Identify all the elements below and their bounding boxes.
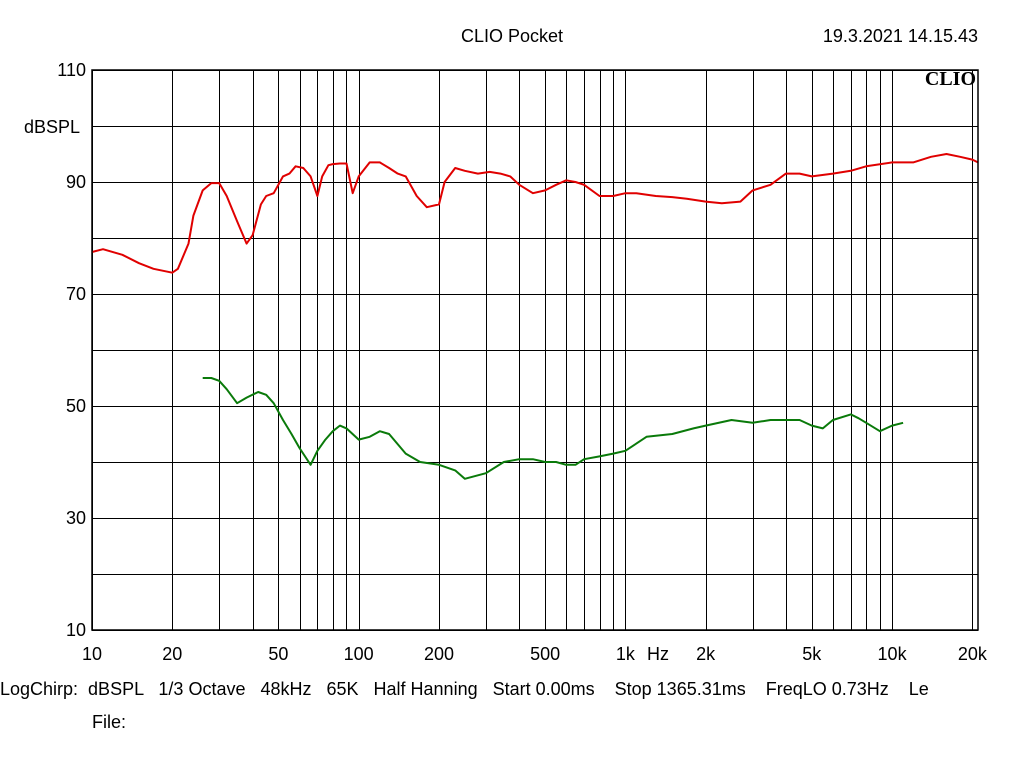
file-label: File: — [92, 712, 126, 732]
clio-logo: CLIO — [925, 68, 976, 90]
x-tick-labels: 10 20 50 100 200 500 1k 2k 5k 10k 20k — [82, 644, 988, 664]
y-tick-label: 50 — [66, 396, 86, 416]
timestamp: 19.3.2021 14.15.43 — [823, 26, 978, 46]
plot-frame — [91, 69, 979, 631]
y-tick-label: 90 — [66, 172, 86, 192]
y-tick-label: 30 — [66, 508, 86, 528]
y-tick-label: 70 — [66, 284, 86, 304]
x-tick-label: 10k — [878, 644, 908, 664]
x-tick-label: 100 — [344, 644, 374, 664]
y-tick-label: 10 — [66, 620, 86, 640]
x-tick-label: 20 — [162, 644, 182, 664]
x-tick-label: 50 — [268, 644, 288, 664]
y-tick-label: 110 — [57, 60, 86, 80]
series-line-2 — [202, 377, 904, 480]
x-axis-label: Hz — [647, 644, 669, 664]
y-axis-label: dBSPL — [24, 117, 80, 137]
x-tick-label: 5k — [802, 644, 822, 664]
grid — [92, 70, 978, 631]
series-group — [91, 153, 979, 480]
x-tick-label: 500 — [530, 644, 560, 664]
x-tick-label: 1k — [616, 644, 636, 664]
x-tick-label: 20k — [958, 644, 988, 664]
chart-title: CLIO Pocket — [461, 26, 563, 46]
x-tick-label: 200 — [424, 644, 454, 664]
y-tick-labels: 10 30 50 70 90 110 — [57, 60, 86, 640]
measurement-settings: LogChirp: dBSPL 1/3 Octave 48kHz 65K Hal… — [0, 679, 929, 699]
x-tick-label: 10 — [82, 644, 102, 664]
series-line-1 — [91, 153, 979, 274]
x-tick-label: 2k — [696, 644, 716, 664]
